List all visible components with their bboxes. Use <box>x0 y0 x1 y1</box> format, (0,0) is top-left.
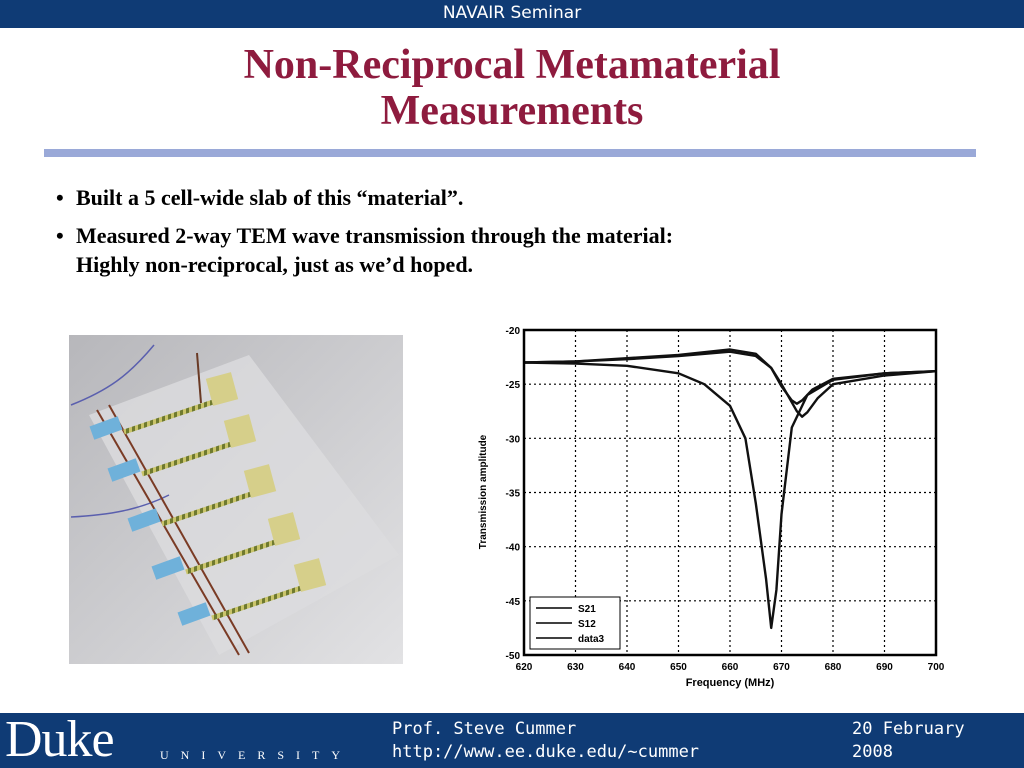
bullet-item: • Measured 2-way TEM wave transmission t… <box>56 221 956 279</box>
bullet-text: Measured 2-way TEM wave transmission thr… <box>76 223 674 248</box>
y-tick-label: -20 <box>506 326 521 337</box>
y-tick-label: -25 <box>506 380 521 391</box>
plot-frame <box>522 328 938 657</box>
x-tick-label: 680 <box>825 662 842 673</box>
y-tick-label: -40 <box>506 543 521 554</box>
transmission-chart: 620 630 640 650 660 670 680 690 700 -20 -25 -30 -35 -… <box>478 326 945 689</box>
slide-title: Non-Reciprocal Metamaterial Measurements <box>60 42 964 134</box>
x-tick-label: 660 <box>722 662 739 673</box>
y-tick-label: -45 <box>506 597 521 608</box>
date-line-1: 20 February <box>852 719 965 739</box>
seminar-label: NAVAIR Seminar <box>442 3 582 23</box>
bullet-marker: • <box>56 185 64 210</box>
x-tick-label: 620 <box>516 662 533 673</box>
series-line-data3 <box>523 350 937 418</box>
title-divider <box>44 149 976 157</box>
x-tick-label: 640 <box>619 662 636 673</box>
x-tick-label: 670 <box>773 662 790 673</box>
x-axis-label: Frequency (MHz) <box>686 677 775 689</box>
university-wordmark: UNIVERSITY <box>160 748 352 762</box>
x-tick-label: 700 <box>928 662 945 673</box>
y-axis-label: Transmission amplitude <box>478 434 489 549</box>
y-tick-label: -50 <box>506 651 521 662</box>
y-tick-label: -35 <box>506 489 521 500</box>
presenter-url[interactable]: http://www.ee.duke.edu/~cummer <box>392 742 700 762</box>
legend-entry: data3 <box>578 634 605 645</box>
chart-legend: S21 S12 data3 <box>529 596 621 650</box>
duke-logo: Duke <box>5 711 115 768</box>
date-line-2: 2008 <box>852 742 893 762</box>
y-tick-label: -30 <box>506 434 521 445</box>
x-tick-label: 690 <box>876 662 893 673</box>
bottom-banner <box>0 713 1024 768</box>
bullet-text: Built a 5 cell-wide slab of this “materi… <box>76 185 464 210</box>
bullet-item: • Built a 5 cell-wide slab of this “mate… <box>56 183 956 212</box>
x-tick-label: 630 <box>567 662 584 673</box>
bullet-text-continued: Highly non-reciprocal, just as we’d hope… <box>76 252 474 277</box>
x-tick-label: 650 <box>670 662 687 673</box>
metamaterial-photo <box>69 335 403 664</box>
title-line-2: Measurements <box>380 88 644 134</box>
chart-lines <box>523 348 937 630</box>
presenter-info: Prof. Steve Cummer http://www.ee.duke.ed… <box>392 718 699 764</box>
chart-grid <box>524 330 936 655</box>
series-line-s21 <box>523 361 937 630</box>
presenter-name: Prof. Steve Cummer <box>392 719 577 739</box>
legend-entry: S12 <box>578 619 596 630</box>
title-line-1: Non-Reciprocal Metamaterial <box>243 42 781 88</box>
chart-ticks: 620 630 640 650 660 670 680 690 700 -20 -25 -30 -35 -… <box>506 326 945 673</box>
presentation-date: 20 February 2008 <box>852 718 965 764</box>
top-banner: NAVAIR Seminar <box>0 0 1024 28</box>
bullet-marker: • <box>56 223 64 248</box>
bullet-list: • Built a 5 cell-wide slab of this “mate… <box>56 183 956 288</box>
legend-entry: S21 <box>578 604 596 615</box>
